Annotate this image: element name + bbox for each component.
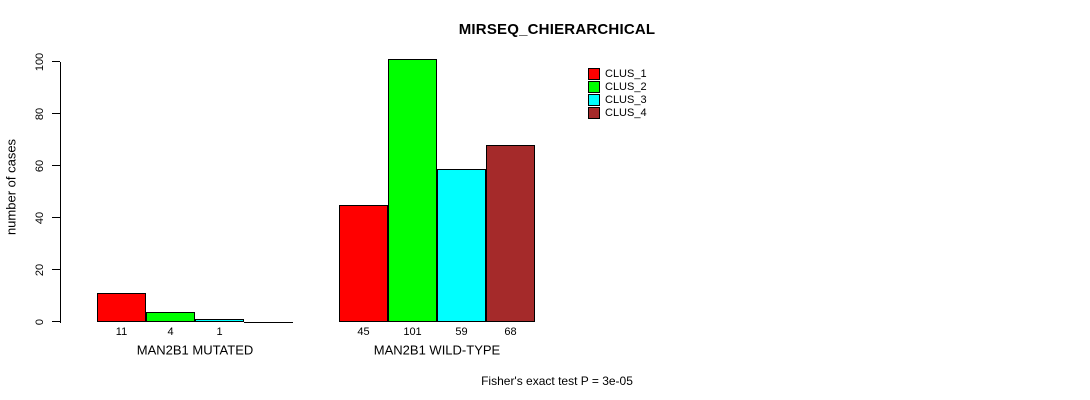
bar-clus_3 bbox=[195, 318, 244, 322]
bar-value-label: 68 bbox=[504, 326, 517, 338]
legend-label: CLUS_4 bbox=[605, 106, 647, 119]
y-axis-tick-label: 40 bbox=[34, 211, 46, 224]
zero-bar-baseline bbox=[244, 322, 293, 323]
y-axis-title: number of cases bbox=[3, 138, 19, 236]
y-axis-tick bbox=[52, 321, 60, 322]
bar-clus_1 bbox=[339, 204, 388, 322]
bar-clus_2 bbox=[146, 311, 195, 322]
legend-swatch bbox=[588, 67, 600, 80]
bar-clus_2 bbox=[388, 58, 437, 322]
group-label: MAN2B1 WILD-TYPE bbox=[373, 342, 501, 358]
chart-title: MIRSEQ_CHIERARCHICAL bbox=[458, 21, 656, 38]
y-axis-tick-label: 100 bbox=[34, 52, 46, 71]
bar-value-label: 11 bbox=[115, 326, 128, 338]
fisher-test-footnote: Fisher's exact test P = 3e-05 bbox=[481, 374, 633, 388]
bar-value-label: 45 bbox=[357, 326, 370, 338]
legend-swatch bbox=[588, 106, 600, 119]
bar-value-label: 101 bbox=[403, 326, 422, 338]
bar-value-label: 4 bbox=[167, 326, 174, 338]
y-axis-tick-label: 80 bbox=[34, 107, 46, 120]
y-axis-line bbox=[60, 61, 61, 323]
bar-clus_4 bbox=[486, 144, 535, 322]
y-axis-tick bbox=[52, 165, 60, 166]
legend-label: CLUS_2 bbox=[605, 80, 647, 93]
y-axis-tick bbox=[52, 269, 60, 270]
y-axis-tick-label: 60 bbox=[34, 159, 46, 172]
legend-swatch bbox=[588, 93, 600, 106]
y-axis-tick bbox=[52, 217, 60, 218]
legend-label: CLUS_3 bbox=[605, 93, 647, 106]
y-axis-tick-label: 20 bbox=[34, 263, 46, 276]
bar-value-label: 1 bbox=[216, 326, 223, 338]
y-axis-tick-label: 0 bbox=[34, 318, 46, 325]
y-axis-tick bbox=[52, 61, 60, 62]
bar-clus_1 bbox=[97, 292, 146, 322]
group-label: MAN2B1 MUTATED bbox=[136, 342, 254, 358]
legend-label: CLUS_1 bbox=[605, 67, 647, 80]
bar-value-label: 59 bbox=[455, 326, 468, 338]
y-axis-tick bbox=[52, 113, 60, 114]
legend-swatch bbox=[588, 80, 600, 93]
bar-clus_3 bbox=[437, 168, 486, 322]
